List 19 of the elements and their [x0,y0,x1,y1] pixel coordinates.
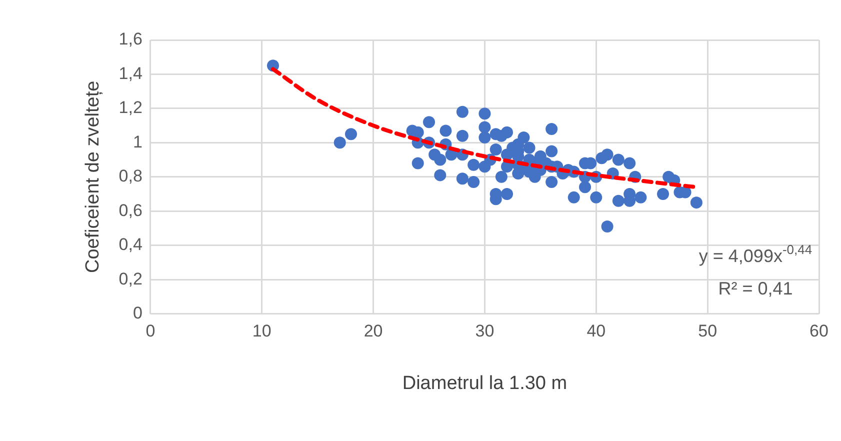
x-axis-title: Diametrul la 1.30 m [402,372,568,394]
y-tick-label: 1 [132,132,142,152]
y-tick-label: 0,4 [118,235,142,254]
y-tick-label: 0,8 [118,166,142,186]
y-tick-label: 0 [132,303,142,322]
x-tick-label: 0 [146,322,156,341]
x-tick-label: 20 [364,322,383,341]
x-tick-label: 40 [586,322,606,341]
x-tick-label: 10 [252,322,272,341]
y-tick-label: 0,2 [118,269,142,288]
y-tick-label: 1,4 [118,64,142,83]
y-tick-label: 1,2 [118,98,142,118]
annotation: R² = 0,41 [718,278,793,299]
x-tick-label: 30 [475,322,494,341]
y-axis-title: Coeficeient de zveltețe [82,80,104,274]
x-tick-label: 50 [698,322,718,341]
x-tick-label: 60 [810,322,828,341]
y-tick-label: 1,6 [118,30,142,49]
y-tick-label: 0,6 [118,200,142,220]
